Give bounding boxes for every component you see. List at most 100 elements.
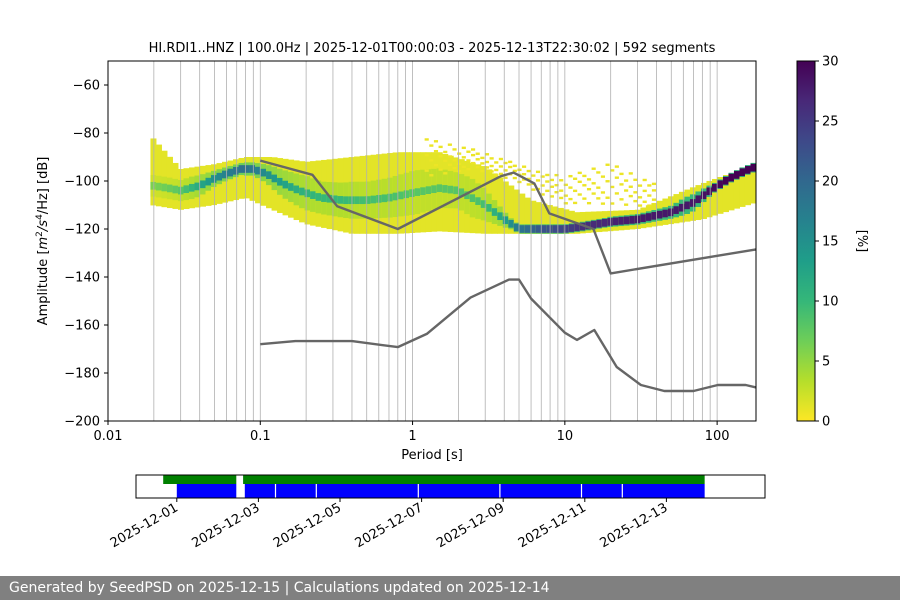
psd-outlier-cell: [596, 186, 601, 189]
psd-column: [519, 193, 526, 234]
psd-outlier-cell: [586, 178, 592, 181]
psd-outlier-cell: [549, 185, 554, 188]
psd-outlier-cell: [503, 169, 508, 172]
psd-outlier-cell: [512, 164, 517, 168]
psd-outlier-cell: [447, 163, 452, 166]
psd-outlier-cell: [600, 202, 606, 205]
psd-column: [651, 203, 658, 227]
psd-outlier-cell: [471, 153, 476, 157]
psd-mode-cell: [508, 219, 515, 228]
psd-outlier-cell: [651, 189, 657, 192]
psd-mode-cell: [222, 170, 229, 179]
psd-mode-cell: [326, 194, 333, 203]
psd-outlier-cell: [624, 203, 629, 206]
psd-outlier-cell: [466, 167, 471, 171]
psd-outlier-cell: [605, 196, 610, 199]
psd-outlier-cell: [633, 178, 638, 182]
psd-outlier-cell: [489, 170, 494, 173]
psd-mode-cell: [475, 197, 482, 205]
x-tick-label: 100: [705, 429, 730, 444]
psd-mode-cell: [497, 212, 504, 221]
timeline-tick-label: 2025-12-11: [516, 500, 589, 551]
psd-outlier-cell: [489, 164, 494, 168]
psd-mode-cell: [365, 196, 372, 204]
psd-band-cell: [552, 206, 559, 234]
psd-outlier-cell: [624, 179, 629, 182]
psd-column: [486, 169, 493, 234]
psd-outlier-cell: [498, 172, 503, 176]
psd-band-cell: [513, 189, 520, 234]
psd-mode-cell: [310, 191, 317, 199]
psd-outlier-cell: [586, 188, 592, 191]
psd-mode-cell: [502, 216, 509, 225]
psd-mode-cell: [282, 180, 289, 189]
psd-column: [728, 172, 735, 211]
psd-mode-cell: [673, 206, 680, 214]
psd-mode-cell: [436, 184, 443, 193]
psd-band-cell: [233, 159, 240, 201]
psd-column: [271, 157, 278, 211]
psd-outlier-cell: [429, 159, 434, 162]
psd-outlier-cell: [457, 169, 462, 173]
x-tick-label: 0.01: [94, 429, 123, 444]
psd-outlier-cell: [559, 189, 564, 192]
psd-outlier-cell: [582, 197, 587, 200]
footer-bar: Generated by SeedPSD on 2025-12-15 | Cal…: [0, 576, 900, 600]
psd-column: [623, 210, 630, 230]
psd-mode-cell: [199, 180, 206, 189]
timeline-tick-label: 2025-12-13: [597, 500, 670, 551]
colorbar-tick-label: 25: [822, 115, 839, 130]
psd-mode-cell: [370, 195, 377, 204]
psd-band-cell: [530, 200, 537, 234]
psd-outlier-cell: [568, 174, 573, 178]
psd-column: [183, 168, 190, 210]
psd-outlier-cell: [484, 166, 490, 169]
psd-outlier-cell: [526, 177, 531, 181]
psd-mode-cell: [612, 217, 619, 226]
psd-band-cell: [711, 178, 718, 216]
psd-mode-cell: [645, 213, 652, 221]
psd-band-cell: [541, 203, 548, 234]
psd-outlier-cell: [568, 197, 573, 201]
psd-column: [282, 158, 289, 216]
psd-column: [288, 159, 295, 218]
psd-column: [447, 155, 454, 232]
psd-column: [442, 153, 449, 232]
psd-mode-cell: [480, 200, 487, 208]
psd-mode-cell: [524, 225, 531, 233]
psd-mode-cell: [629, 216, 636, 224]
psd-column: [315, 160, 322, 227]
psd-outlier-cell: [605, 163, 610, 166]
psd-band-cell: [739, 169, 746, 207]
psd-mode-cell: [513, 223, 520, 232]
psd-mode-cell: [618, 217, 625, 225]
psd-mode-cell: [359, 196, 366, 205]
psd-column: [711, 178, 718, 216]
psd-outlier-cell: [522, 165, 527, 168]
colorbar-tick-label: 30: [822, 55, 839, 70]
psd-mode-cell: [321, 194, 328, 202]
psd-column: [233, 159, 240, 201]
psd-outlier-cell: [438, 155, 443, 158]
timeline-frame: [135, 474, 766, 499]
psd-band-cell: [227, 160, 234, 202]
psd-mode-cell: [722, 176, 729, 185]
psd-outlier-cell: [619, 198, 624, 201]
psd-outlier-cell: [424, 153, 429, 157]
psd-outlier-cell: [503, 161, 508, 165]
psd-band-cell: [750, 165, 757, 204]
psd-outlier-cell: [443, 159, 448, 162]
psd-outlier-cell: [503, 176, 508, 179]
psd-outlier-cell: [651, 182, 657, 186]
psd-column: [530, 200, 537, 234]
timeline-date-ticks: 2025-12-01 2025-12-03 2025-12-05 2025-12-07…: [108, 498, 670, 551]
psd-outlier-cell: [531, 174, 536, 177]
y-axis-label-sup-2: 2: [35, 231, 45, 237]
y-tick-label: −80: [73, 127, 100, 142]
psd-outlier-cell: [508, 160, 513, 164]
psd-mode-cell: [678, 203, 685, 212]
psd-column: [502, 181, 509, 234]
psd-column: [750, 162, 757, 204]
colorbar-gradient: [796, 60, 816, 422]
psd-outlier-cell: [619, 183, 624, 186]
